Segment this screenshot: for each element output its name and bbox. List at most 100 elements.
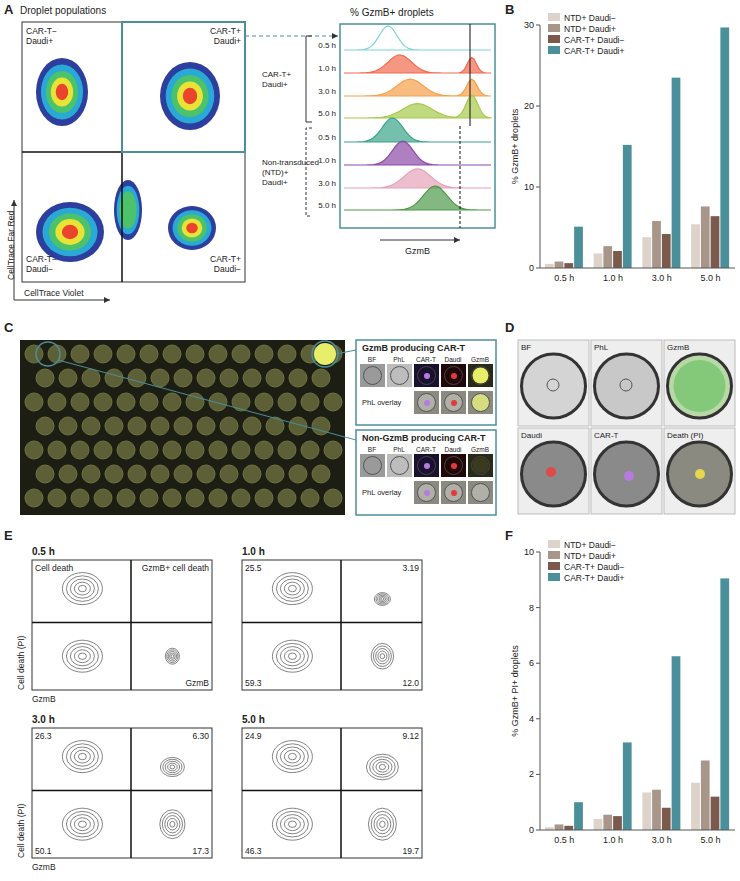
overlay-image <box>468 481 493 504</box>
tick <box>536 25 540 26</box>
axis-label: Cell death (PI) <box>16 636 26 690</box>
bar <box>603 246 612 268</box>
droplet <box>418 367 436 385</box>
droplet <box>418 457 436 475</box>
time-label: 3.0 h <box>318 87 336 96</box>
droplet <box>301 441 319 459</box>
tick-label: 0 <box>529 263 534 273</box>
droplet <box>472 484 490 502</box>
bar <box>691 783 700 830</box>
group-bracket <box>306 128 312 216</box>
density-contour <box>42 208 97 257</box>
quadrant-line <box>340 728 342 858</box>
legend-label: CAR-T+ Daudi− <box>564 562 625 572</box>
category-label: 5.0 h <box>701 835 721 845</box>
density-contour <box>171 75 208 117</box>
contour <box>379 596 385 601</box>
channel-image <box>664 340 735 426</box>
bar <box>613 816 622 830</box>
legend-label: NTD+ Daudi− <box>564 13 616 23</box>
droplet <box>209 393 227 411</box>
quadrant-label: 6.30 <box>192 731 209 741</box>
droplet <box>301 393 319 411</box>
histogram-curve <box>344 169 491 188</box>
contour <box>280 647 304 666</box>
time-label: 1.0 h <box>318 64 336 73</box>
droplet <box>255 345 273 363</box>
legend-label: NTD+ Daudi+ <box>564 24 616 34</box>
bar <box>545 264 554 268</box>
contour <box>272 573 312 605</box>
droplet <box>312 465 330 483</box>
channel-label: GzmB <box>471 446 489 453</box>
contour <box>70 747 94 766</box>
droplet <box>186 441 204 459</box>
contour <box>374 593 390 606</box>
quadrant-label: GzmB+ cell death <box>142 563 210 573</box>
quadrant-line <box>32 622 212 624</box>
contour <box>78 653 86 659</box>
droplet <box>243 369 261 387</box>
panel-letter: D <box>505 320 514 335</box>
bar <box>613 251 622 268</box>
contour <box>380 654 384 659</box>
tick <box>536 106 540 107</box>
overlay-label: PhL overlay <box>362 488 402 497</box>
droplet <box>595 354 659 418</box>
contour <box>376 649 389 664</box>
contour <box>160 757 184 776</box>
density-contour <box>168 206 216 250</box>
panel-letter: F <box>505 528 513 543</box>
tick-label: 10 <box>524 182 534 192</box>
channel-label: Daudi <box>445 356 462 363</box>
label-line: Non-transduced <box>262 158 319 167</box>
droplet <box>186 345 204 363</box>
density-contour <box>46 71 78 113</box>
cell <box>451 463 457 469</box>
droplet <box>25 441 43 459</box>
label-line: CAR-T− <box>26 26 57 36</box>
legend-label: CAR-T+ Daudi+ <box>564 573 625 583</box>
droplet <box>266 369 284 387</box>
contour <box>378 651 387 661</box>
droplet <box>117 441 135 459</box>
droplet <box>472 367 490 385</box>
droplet <box>140 489 158 507</box>
quadrant-label: CAR-T−Daudi− <box>26 254 57 274</box>
contour <box>66 811 98 837</box>
contour <box>78 585 86 591</box>
channel-label: GzmB <box>667 343 689 352</box>
label-line: CAR-T+ <box>210 26 241 36</box>
legend-label: NTD+ Daudi− <box>564 540 616 550</box>
droplet <box>174 465 192 483</box>
label-line: CAR-T− <box>26 254 57 264</box>
quadrant-label: 24.9 <box>245 731 262 741</box>
density-contour <box>36 202 104 262</box>
channel-label: BF <box>368 356 376 363</box>
quadrant-label: 19.7 <box>402 846 419 856</box>
bar <box>564 263 573 268</box>
droplet <box>117 489 135 507</box>
plot-title: 0.5 h <box>32 546 55 557</box>
droplet <box>140 345 158 363</box>
axis-label: GzmB <box>405 246 430 256</box>
panel-letter: B <box>505 2 514 17</box>
contour <box>62 808 102 840</box>
overlay-image <box>468 391 493 414</box>
droplet <box>445 457 463 475</box>
droplet <box>289 465 307 483</box>
droplet <box>391 457 409 475</box>
contour <box>280 815 304 834</box>
droplet-highlight <box>36 342 60 366</box>
droplet <box>94 489 112 507</box>
droplet <box>163 393 181 411</box>
label-line: Daudi+ <box>262 80 288 89</box>
category-label: 0.5 h <box>554 273 574 283</box>
droplet <box>232 489 250 507</box>
quadrant-line <box>242 622 422 624</box>
droplet <box>522 442 586 506</box>
droplet <box>445 367 463 385</box>
quadrant-label: 17.3 <box>192 846 209 856</box>
droplet <box>243 465 261 483</box>
time-label: 1.0 h <box>318 156 336 165</box>
